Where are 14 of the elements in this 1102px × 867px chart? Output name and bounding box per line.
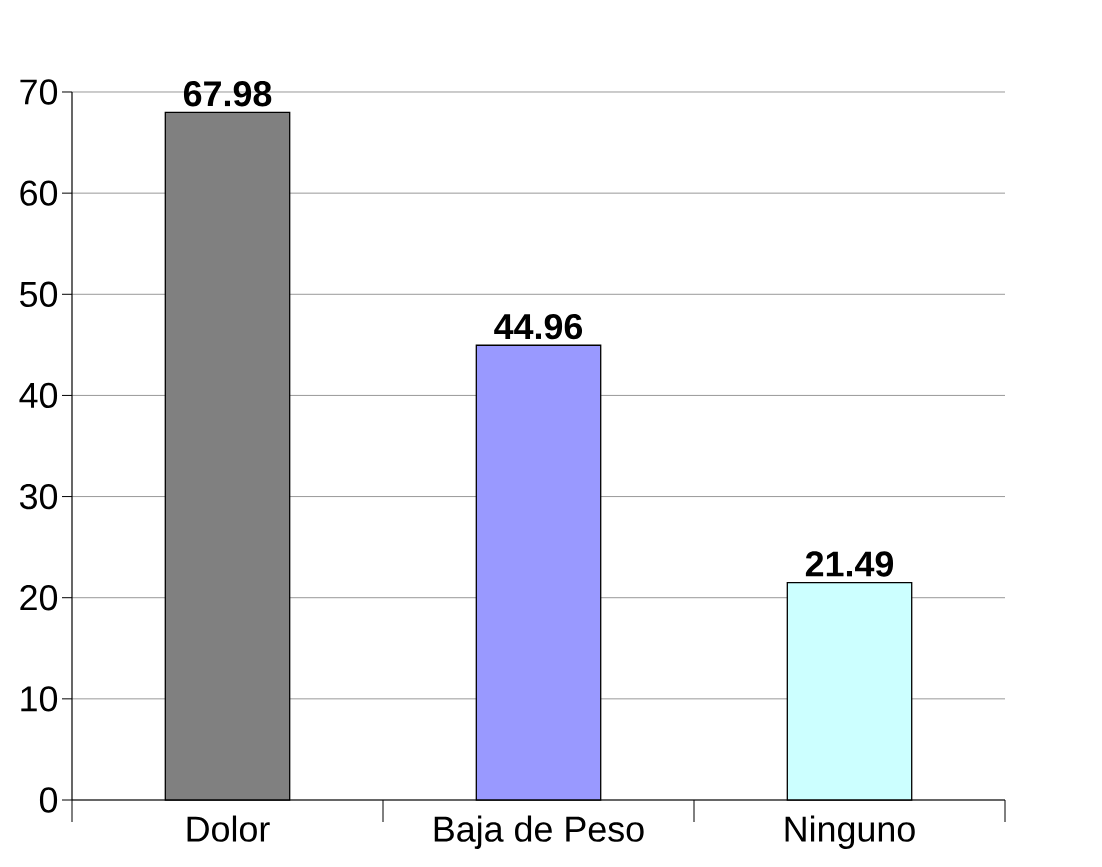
y-tick-label: 30 [19,483,58,510]
data-label: 44.96 [494,313,583,340]
data-label: 21.49 [805,551,894,577]
y-tick-label: 40 [19,382,58,409]
y-tick-label: 20 [20,585,58,611]
y-tick-label: 60 [20,180,58,206]
x-tick-label: Baja de Peso [434,815,644,849]
x-tick-label: Dolor [187,815,270,842]
y-tick-label: 50 [20,281,58,307]
y-tick-label: 70 [20,79,58,105]
y-tick-label: 0 [39,787,58,813]
y-tick-label: 10 [21,686,58,712]
data-label: 67.98 [183,81,272,107]
x-tick-label: Ninguno [785,815,915,849]
